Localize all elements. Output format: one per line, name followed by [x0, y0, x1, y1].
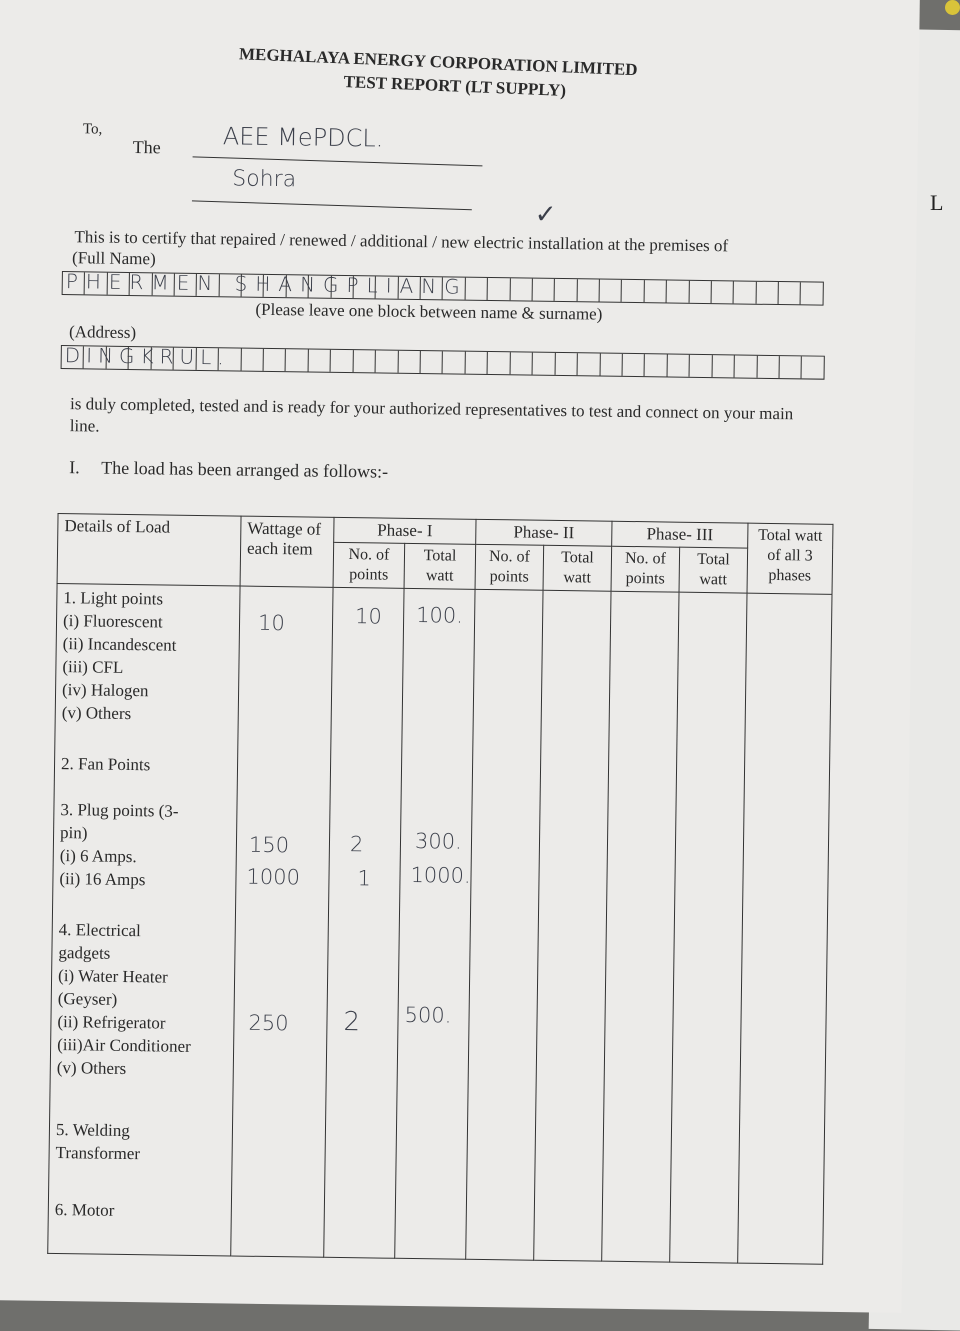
section-number: I. [69, 457, 80, 478]
org-name: MEGHALAYA ENERGY CORPORATION LIMITED [238, 44, 638, 80]
full-name-label: (Full Name) [71, 248, 156, 269]
grand-total-cell[interactable] [737, 593, 833, 1265]
section-text: The load has been arranged as follows:- [101, 457, 389, 482]
line: (iii)Air Conditioner [57, 1035, 191, 1056]
tick-mark: ✓ [534, 199, 557, 230]
line: (ii) 16 Amps [59, 869, 146, 890]
addressee-underline-1 [192, 156, 483, 167]
load-table: Details of Load Wattage of each item Pha… [47, 513, 833, 1265]
line: pin) [59, 823, 88, 843]
plug16-points: 1 [357, 866, 372, 891]
group-fan-points: 2. Fan Points [61, 746, 232, 800]
line: 1. Light points [63, 588, 164, 609]
col-p1-points: No. of points [333, 542, 405, 589]
plug16-wattage: 1000 [246, 864, 301, 890]
the-label: The [132, 137, 161, 158]
line: (iv) Halogen [61, 680, 149, 701]
line: 6. Motor [54, 1200, 115, 1220]
col-details: Details of Load [57, 513, 242, 587]
group-electrical-gadgets: 4. Electrical gadgets (i) Water Heater (… [56, 918, 229, 1120]
line: 4. Electrical [58, 920, 141, 941]
col-p2-total: Total watt [543, 545, 612, 592]
col-p3-total: Total watt [679, 547, 748, 594]
p1-total-cell[interactable]: 100. 300. 1000. 500. [394, 588, 476, 1260]
p3-points-cell[interactable] [601, 591, 680, 1263]
gadget-total: 500. [404, 1002, 452, 1028]
plug6-total: 300. [414, 829, 462, 854]
col-p2-points: No. of points [475, 544, 544, 591]
p2-points-cell[interactable] [465, 589, 544, 1261]
addressee-underline-2 [191, 200, 472, 211]
col-wattage: Wattage of each item [240, 516, 335, 588]
line: 5. Welding [55, 1120, 130, 1141]
plug6-points: 2 [349, 832, 364, 857]
light-total: 100. [416, 603, 464, 628]
line: (ii) Incandescent [62, 634, 177, 655]
col-p1-total: Total watt [404, 543, 476, 590]
yellow-object [945, 0, 960, 15]
addressee-line2: Sohra [232, 166, 297, 193]
certify-text: This is to certify that repaired / renew… [74, 227, 729, 256]
line: 2. Fan Points [60, 754, 151, 775]
col-phase3: Phase- III [611, 521, 748, 549]
line: (ii) Refrigerator [57, 1012, 166, 1033]
col-p3-points: No. of points [611, 546, 680, 593]
address-value: DINGKRUL. [64, 343, 230, 370]
completion-text: is duly completed, tested and is ready f… [69, 394, 794, 436]
col-phase2: Phase- II [475, 519, 613, 547]
plug16-total: 1000. [410, 862, 471, 888]
p3-total-cell[interactable] [669, 592, 748, 1264]
line: (i) 6 Amps. [59, 846, 137, 867]
wattage-cell[interactable]: 10 150 1000 250 [230, 586, 334, 1258]
addressee-line1: AEE MePDCL. [222, 122, 384, 153]
address-label: (Address) [68, 322, 137, 343]
report-title: TEST REPORT (LT SUPPLY) [343, 72, 567, 100]
name-note: (Please leave one block between name & s… [255, 299, 603, 324]
p1-points-cell[interactable]: 10 2 1 2 [323, 587, 405, 1259]
group-motor: 6. Motor [55, 1198, 225, 1223]
p2-total-cell[interactable] [533, 590, 612, 1262]
group-welding: 5. Welding Transformer [55, 1118, 226, 1200]
line: Transformer [55, 1143, 141, 1164]
line: 3. Plug points (3- [60, 800, 179, 821]
gadget-points: 2 [343, 1007, 361, 1038]
line: (v) Others [56, 1058, 127, 1079]
col-phase1: Phase- I [333, 517, 477, 545]
load-details: 1. Light points (i) Fluorescent (ii) Inc… [47, 583, 241, 1256]
margin-mark: L [930, 190, 944, 215]
plug6-wattage: 150 [248, 832, 290, 858]
test-report-form: MEGHALAYA ENERGY CORPORATION LIMITED TES… [0, 0, 920, 1313]
to-label: To, [82, 121, 103, 138]
light-wattage: 10 [257, 610, 285, 636]
col-grand-total: Total watt of all 3 phases [747, 523, 833, 595]
line: gadgets [58, 943, 111, 963]
group-plug-points: 3. Plug points (3- pin) (i) 6 Amps. (ii)… [59, 798, 231, 920]
group-light-points: 1. Light points (i) Fluorescent (ii) Inc… [61, 586, 233, 748]
gadget-wattage: 250 [248, 1010, 289, 1036]
light-points: 10 [354, 604, 383, 629]
line: (Geyser) [57, 989, 118, 1009]
line: (i) Fluorescent [62, 611, 163, 632]
line: (v) Others [61, 703, 132, 724]
line: (iii) CFL [62, 657, 124, 677]
line: (i) Water Heater [57, 966, 168, 987]
